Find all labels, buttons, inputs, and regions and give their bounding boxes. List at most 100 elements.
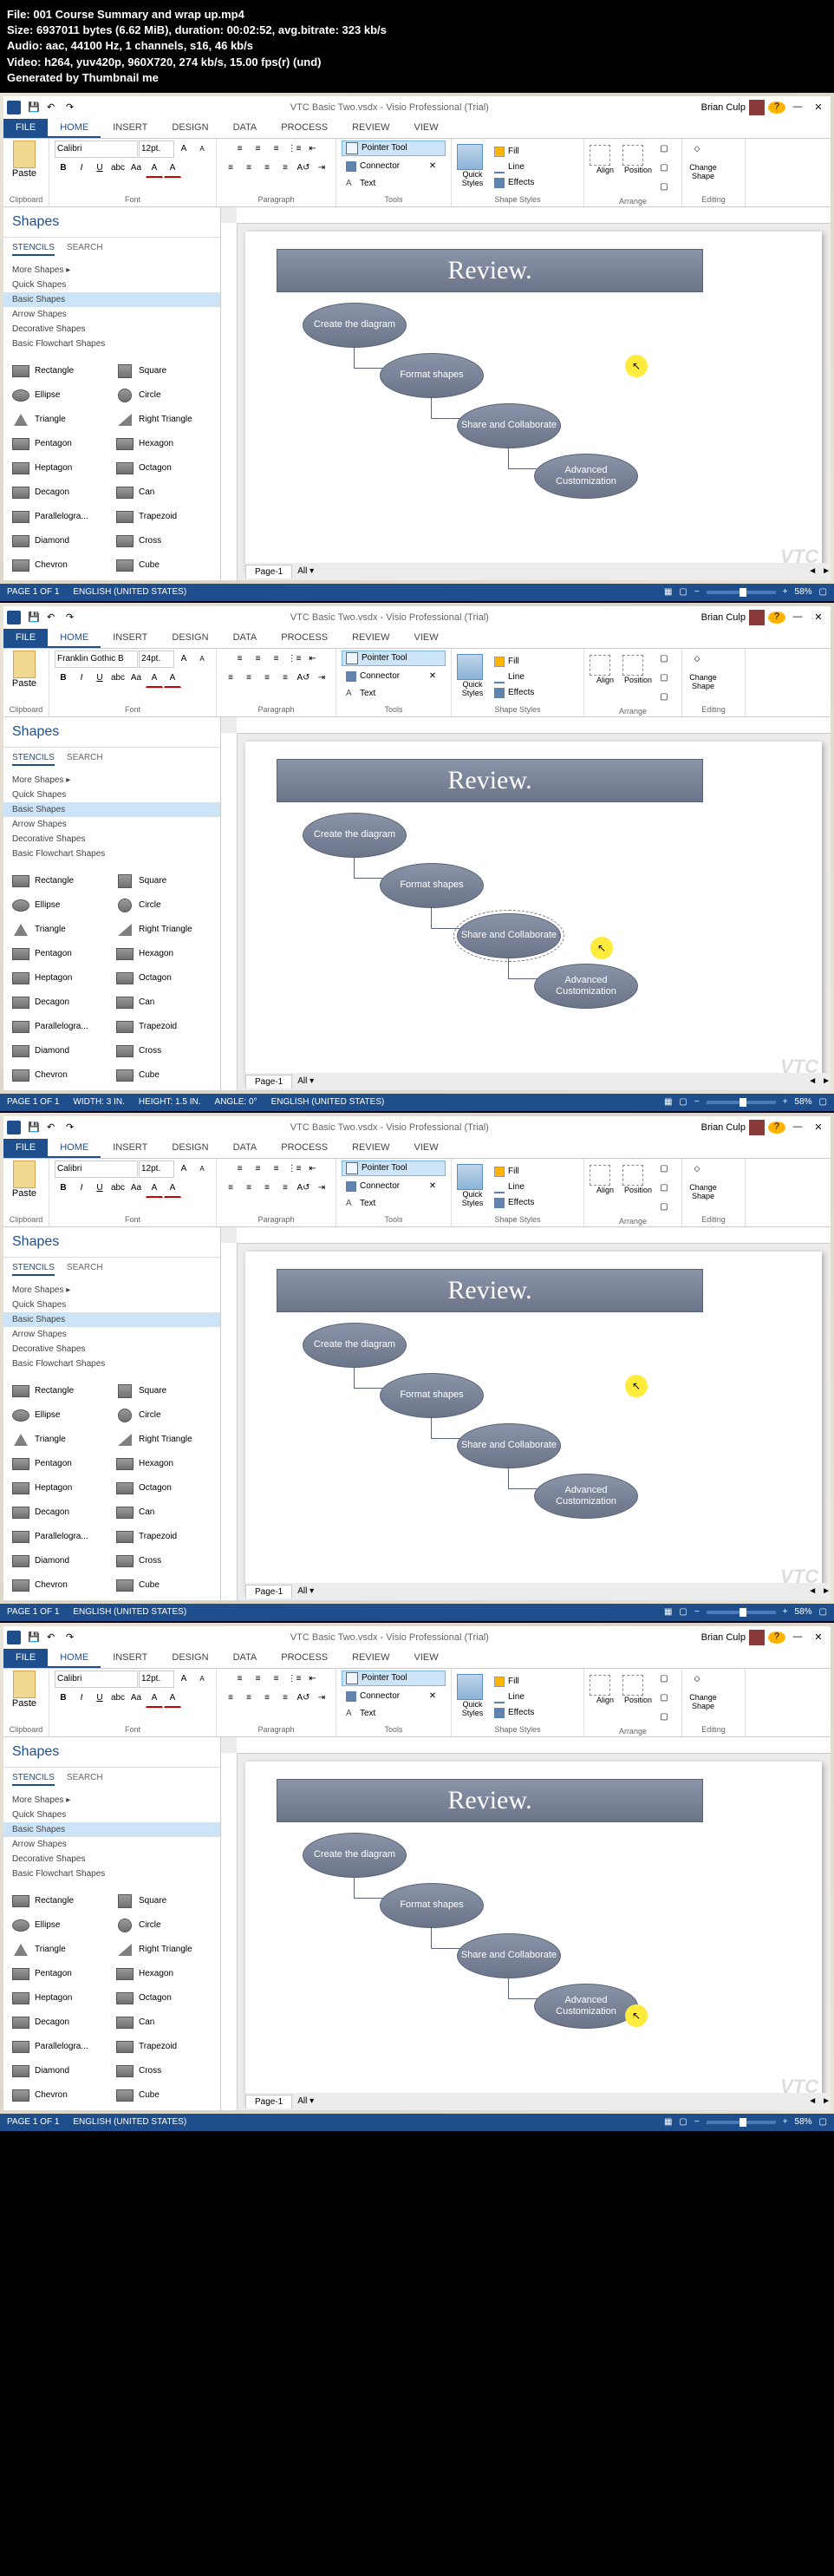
- font-color-button[interactable]: A: [164, 670, 181, 688]
- tab-design[interactable]: DESIGN: [160, 629, 220, 648]
- shape-item[interactable]: Octagon: [113, 967, 215, 990]
- node-advanced-custom[interactable]: Advanced Customization: [534, 964, 638, 1009]
- indent-more-button[interactable]: ⇥: [313, 1690, 330, 1707]
- line-button[interactable]: Line: [490, 160, 538, 175]
- align-button[interactable]: Align: [590, 655, 621, 702]
- app-icon[interactable]: [7, 1121, 21, 1134]
- shrink-font-button[interactable]: A: [193, 141, 211, 158]
- zoom-out-button[interactable]: −: [694, 587, 700, 597]
- page-canvas[interactable]: Review. Create the diagram Format shapes…: [245, 1252, 822, 1592]
- canvas-area[interactable]: Review. Create the diagram Format shapes…: [221, 717, 831, 1090]
- shape-item[interactable]: Pentagon: [9, 943, 111, 965]
- shape-item[interactable]: Parallelogra...: [9, 506, 111, 528]
- stencil-item[interactable]: Basic Shapes: [3, 1822, 220, 1837]
- stencils-tab[interactable]: STENCILS: [12, 1261, 55, 1276]
- scroll-right-button[interactable]: ►: [822, 1586, 831, 1596]
- app-icon[interactable]: [7, 611, 21, 624]
- shape-item[interactable]: Can: [113, 1501, 215, 1524]
- zoom-slider[interactable]: [707, 2121, 776, 2124]
- view-fullscreen-button[interactable]: ▢: [679, 2117, 687, 2127]
- shape-item[interactable]: Can: [113, 991, 215, 1014]
- minimize-button[interactable]: —: [789, 101, 806, 114]
- tab-design[interactable]: DESIGN: [160, 119, 220, 138]
- node-share-collaborate[interactable]: Share and Collaborate: [457, 403, 561, 448]
- view-normal-button[interactable]: ▦: [664, 1607, 672, 1617]
- shrink-font-button[interactable]: A: [193, 651, 211, 668]
- shape-item[interactable]: Decagon: [9, 481, 111, 504]
- shape-item[interactable]: Cross: [113, 1040, 215, 1062]
- strike-button[interactable]: abc: [109, 160, 127, 177]
- tab-review[interactable]: REVIEW: [340, 1649, 401, 1668]
- node-create-diagram[interactable]: Create the diagram: [303, 303, 407, 348]
- rotate-text-button[interactable]: A↺: [295, 1690, 312, 1707]
- connector-tool-button[interactable]: Connector✕: [342, 666, 446, 687]
- close-button[interactable]: ✕: [810, 1631, 827, 1644]
- pointer-tool-button[interactable]: Pointer Tool: [342, 141, 446, 156]
- stencils-tab[interactable]: STENCILS: [12, 1771, 55, 1786]
- shape-item[interactable]: Parallelogra...: [9, 1526, 111, 1548]
- stencil-item[interactable]: Basic Flowchart Shapes: [3, 337, 220, 351]
- stencil-item[interactable]: More Shapes ▸: [3, 1283, 220, 1298]
- quick-styles-button[interactable]: Quick Styles: [457, 1674, 488, 1721]
- text-tool-button[interactable]: AText: [342, 177, 446, 191]
- tab-home[interactable]: HOME: [48, 1139, 101, 1158]
- stencil-item[interactable]: Quick Shapes: [3, 788, 220, 802]
- shape-item[interactable]: Hexagon: [113, 1453, 215, 1475]
- font-name-combo[interactable]: [55, 1670, 138, 1688]
- shape-item[interactable]: Triangle: [9, 409, 111, 431]
- zoom-out-button[interactable]: −: [694, 1097, 700, 1107]
- shape-item[interactable]: Chevron: [9, 554, 111, 577]
- app-icon[interactable]: [7, 1631, 21, 1644]
- qat-redo-button[interactable]: ↷: [66, 1121, 78, 1134]
- qat-save-button[interactable]: 💾: [28, 1121, 40, 1134]
- shape-item[interactable]: Cube: [113, 1064, 215, 1087]
- shape-item[interactable]: Cube: [113, 554, 215, 577]
- align-justify-button[interactable]: ≡: [277, 1690, 294, 1707]
- tab-file[interactable]: FILE: [3, 1649, 48, 1668]
- stencils-tab[interactable]: STENCILS: [12, 751, 55, 766]
- scroll-right-button[interactable]: ►: [822, 2096, 831, 2106]
- grow-font-button[interactable]: A: [175, 651, 192, 668]
- bold-button[interactable]: B: [55, 1180, 72, 1197]
- shape-item[interactable]: Cross: [113, 1550, 215, 1572]
- zoom-slider[interactable]: [707, 591, 776, 594]
- shape-item[interactable]: Chevron: [9, 1064, 111, 1087]
- node-advanced-custom[interactable]: Advanced Customization: [534, 454, 638, 499]
- indent-less-button[interactable]: ⇤: [304, 141, 322, 158]
- stencil-item[interactable]: Arrow Shapes: [3, 1837, 220, 1852]
- indent-less-button[interactable]: ⇤: [304, 651, 322, 668]
- align-bot-button[interactable]: ≡: [268, 1161, 285, 1178]
- rotate-text-button[interactable]: A↺: [295, 670, 312, 687]
- group-button[interactable]: ▢: [655, 179, 673, 196]
- shape-item[interactable]: Decagon: [9, 1501, 111, 1524]
- search-tab[interactable]: SEARCH: [67, 1261, 103, 1276]
- canvas-area[interactable]: Review. Create the diagram Format shapes…: [221, 1737, 831, 2110]
- indent-more-button[interactable]: ⇥: [313, 1180, 330, 1197]
- shape-item[interactable]: Parallelogra...: [9, 2036, 111, 2058]
- connector-tool-button[interactable]: Connector✕: [342, 1686, 446, 1707]
- search-tab[interactable]: SEARCH: [67, 1771, 103, 1786]
- zoom-slider[interactable]: [707, 1101, 776, 1104]
- zoom-out-button[interactable]: −: [694, 1607, 700, 1617]
- node-create-diagram[interactable]: Create the diagram: [303, 813, 407, 858]
- line-button[interactable]: Line: [490, 1690, 538, 1705]
- grow-font-button[interactable]: A: [175, 141, 192, 158]
- tab-data[interactable]: DATA: [221, 1139, 270, 1158]
- tab-insert[interactable]: INSERT: [101, 1649, 160, 1668]
- minimize-button[interactable]: —: [789, 1121, 806, 1134]
- minimize-button[interactable]: —: [789, 611, 806, 624]
- all-dropdown[interactable]: All ▾: [297, 2096, 314, 2106]
- qat-save-button[interactable]: 💾: [28, 611, 40, 624]
- underline-button[interactable]: U: [91, 160, 108, 177]
- underline-button[interactable]: U: [91, 1690, 108, 1707]
- close-button[interactable]: ✕: [810, 101, 827, 114]
- tab-process[interactable]: PROCESS: [269, 1649, 340, 1668]
- fit-page-button[interactable]: ▢: [819, 1607, 827, 1617]
- align-right-button[interactable]: ≡: [258, 160, 276, 177]
- fill-button[interactable]: Fill: [490, 145, 538, 159]
- page-canvas[interactable]: Review. Create the diagram Format shapes…: [245, 1762, 822, 2102]
- shape-item[interactable]: Ellipse: [9, 1914, 111, 1937]
- italic-button[interactable]: I: [73, 670, 90, 687]
- connector-tool-button[interactable]: Connector✕: [342, 1176, 446, 1197]
- align-mid-button[interactable]: ≡: [250, 1161, 267, 1178]
